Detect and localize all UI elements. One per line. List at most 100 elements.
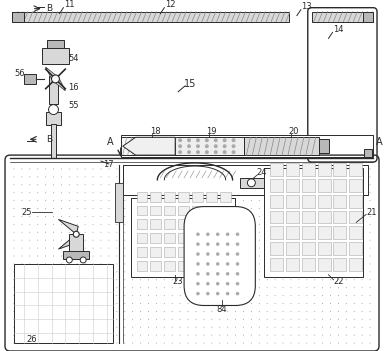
Circle shape — [283, 168, 284, 170]
Circle shape — [314, 224, 315, 225]
Circle shape — [124, 208, 125, 209]
Circle shape — [322, 256, 323, 257]
Circle shape — [314, 303, 315, 304]
Circle shape — [251, 208, 252, 209]
Circle shape — [330, 200, 331, 201]
Circle shape — [179, 232, 181, 233]
Bar — [312, 12, 373, 21]
Circle shape — [61, 335, 62, 336]
Circle shape — [77, 200, 78, 201]
Circle shape — [362, 327, 363, 328]
Circle shape — [370, 216, 371, 217]
Circle shape — [164, 200, 165, 201]
Circle shape — [243, 216, 244, 217]
Circle shape — [156, 216, 157, 217]
Circle shape — [37, 279, 38, 280]
Circle shape — [172, 319, 173, 320]
Circle shape — [346, 271, 347, 272]
Circle shape — [206, 292, 210, 296]
Bar — [178, 247, 189, 257]
Circle shape — [21, 232, 22, 233]
Circle shape — [203, 168, 204, 170]
Circle shape — [53, 200, 54, 201]
Bar — [206, 219, 217, 229]
Bar — [192, 261, 203, 271]
Circle shape — [132, 327, 133, 328]
Circle shape — [211, 176, 212, 177]
Circle shape — [21, 335, 22, 336]
Circle shape — [124, 184, 125, 185]
Circle shape — [274, 303, 276, 304]
Circle shape — [370, 184, 371, 185]
Circle shape — [21, 295, 22, 296]
Text: 56: 56 — [15, 69, 25, 79]
Circle shape — [148, 200, 149, 201]
Circle shape — [77, 192, 78, 193]
Bar — [151, 219, 161, 229]
Circle shape — [179, 168, 181, 170]
Circle shape — [259, 247, 260, 249]
Circle shape — [53, 216, 54, 217]
Circle shape — [214, 150, 218, 154]
Circle shape — [259, 319, 260, 320]
Circle shape — [116, 216, 117, 217]
Circle shape — [108, 303, 109, 304]
Circle shape — [283, 303, 284, 304]
Circle shape — [164, 240, 165, 241]
Circle shape — [37, 271, 38, 272]
Circle shape — [29, 256, 30, 257]
Bar — [220, 206, 230, 216]
Circle shape — [116, 311, 117, 312]
Circle shape — [53, 168, 54, 170]
Circle shape — [283, 200, 284, 201]
Circle shape — [203, 287, 204, 288]
Circle shape — [259, 335, 260, 336]
Bar — [24, 74, 36, 84]
Circle shape — [69, 232, 70, 233]
Circle shape — [243, 319, 244, 320]
Circle shape — [100, 271, 102, 272]
Circle shape — [132, 200, 133, 201]
Circle shape — [156, 256, 157, 257]
Text: 55: 55 — [68, 101, 78, 110]
Circle shape — [172, 256, 173, 257]
Circle shape — [354, 240, 355, 241]
Circle shape — [290, 271, 291, 272]
Circle shape — [61, 343, 62, 344]
Bar — [286, 195, 299, 207]
Circle shape — [227, 232, 228, 233]
Circle shape — [306, 192, 307, 193]
Circle shape — [346, 343, 347, 344]
Circle shape — [259, 327, 260, 328]
Circle shape — [53, 343, 54, 344]
Circle shape — [283, 184, 284, 185]
Circle shape — [267, 224, 268, 225]
Circle shape — [37, 303, 38, 304]
Circle shape — [203, 327, 204, 328]
Circle shape — [283, 247, 284, 249]
Circle shape — [148, 192, 149, 193]
Circle shape — [227, 192, 228, 193]
Circle shape — [267, 247, 268, 249]
Circle shape — [206, 252, 210, 256]
Circle shape — [21, 327, 22, 328]
Circle shape — [274, 295, 276, 296]
Circle shape — [362, 343, 363, 344]
Circle shape — [37, 311, 38, 312]
Circle shape — [298, 224, 300, 225]
Circle shape — [251, 224, 252, 225]
Circle shape — [251, 232, 252, 233]
Circle shape — [179, 216, 181, 217]
Circle shape — [61, 256, 62, 257]
Circle shape — [156, 232, 157, 233]
Circle shape — [37, 256, 38, 257]
Circle shape — [164, 295, 165, 296]
Text: A: A — [107, 137, 114, 147]
Circle shape — [236, 282, 239, 285]
Circle shape — [124, 200, 125, 201]
Circle shape — [29, 343, 30, 344]
Circle shape — [172, 279, 173, 280]
Circle shape — [85, 279, 86, 280]
Circle shape — [116, 200, 117, 201]
Circle shape — [354, 176, 355, 177]
